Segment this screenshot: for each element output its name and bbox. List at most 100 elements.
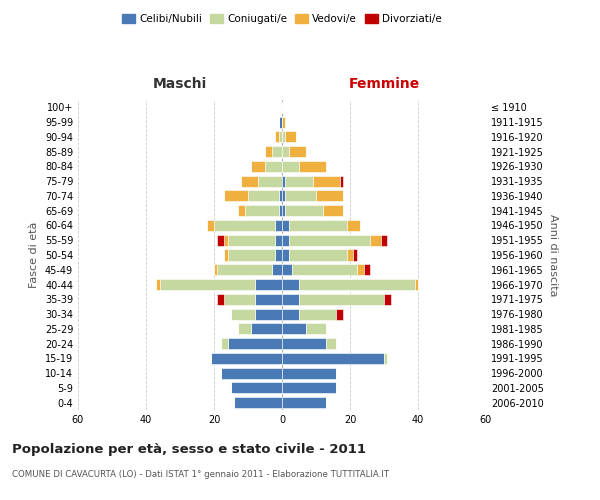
Legend: Celibi/Nubili, Coniugati/e, Vedovi/e, Divorziati/e: Celibi/Nubili, Coniugati/e, Vedovi/e, Di… (118, 10, 446, 29)
Bar (224, 294, 255, 305)
Bar (224, 234, 227, 246)
Bar (275, 234, 282, 246)
Bar (380, 234, 388, 246)
Bar (156, 279, 160, 290)
Bar (275, 220, 282, 231)
Text: COMUNE DI CAVACURTA (LO) - Dati ISTAT 1° gennaio 2011 - Elaborazione TUTTITALIA.: COMUNE DI CAVACURTA (LO) - Dati ISTAT 1°… (12, 470, 389, 479)
Bar (313, 176, 340, 186)
Bar (275, 132, 278, 142)
Bar (299, 161, 326, 172)
Bar (282, 250, 289, 260)
Bar (265, 161, 282, 172)
Bar (292, 264, 357, 276)
Bar (282, 220, 289, 231)
Bar (282, 279, 299, 290)
Bar (286, 205, 323, 216)
Bar (217, 294, 224, 305)
Bar (214, 220, 275, 231)
Bar (347, 220, 360, 231)
Bar (384, 294, 391, 305)
Bar (238, 205, 245, 216)
Bar (299, 308, 337, 320)
Bar (272, 264, 282, 276)
Bar (282, 264, 292, 276)
Bar (337, 308, 343, 320)
Bar (255, 308, 282, 320)
Bar (282, 132, 286, 142)
Bar (255, 294, 282, 305)
Bar (265, 146, 272, 157)
Bar (282, 308, 299, 320)
Bar (282, 234, 289, 246)
Bar (278, 190, 282, 202)
Bar (357, 264, 364, 276)
Bar (289, 234, 370, 246)
Bar (231, 382, 282, 394)
Bar (282, 382, 337, 394)
Bar (160, 279, 255, 290)
Bar (282, 338, 326, 349)
Bar (282, 294, 299, 305)
Bar (282, 161, 299, 172)
Bar (415, 279, 418, 290)
Bar (370, 234, 380, 246)
Bar (217, 264, 272, 276)
Bar (299, 294, 384, 305)
Bar (347, 250, 353, 260)
Bar (231, 308, 255, 320)
Bar (282, 368, 337, 378)
Bar (326, 338, 337, 349)
Bar (258, 176, 282, 186)
Bar (323, 205, 343, 216)
Bar (286, 176, 313, 186)
Bar (221, 368, 282, 378)
Bar (286, 190, 316, 202)
Bar (248, 190, 278, 202)
Bar (238, 324, 251, 334)
Bar (316, 190, 343, 202)
Bar (207, 220, 214, 231)
Bar (251, 324, 282, 334)
Y-axis label: Fasce di età: Fasce di età (29, 222, 39, 288)
Bar (278, 205, 282, 216)
Bar (251, 161, 265, 172)
Bar (241, 176, 258, 186)
Bar (235, 397, 282, 408)
Bar (306, 324, 326, 334)
Bar (217, 234, 224, 246)
Bar (221, 338, 227, 349)
Bar (289, 250, 347, 260)
Bar (299, 279, 415, 290)
Bar (227, 338, 282, 349)
Bar (289, 146, 306, 157)
Bar (282, 397, 326, 408)
Bar (224, 250, 227, 260)
Bar (282, 353, 384, 364)
Bar (278, 132, 282, 142)
Bar (227, 250, 275, 260)
Bar (278, 116, 282, 128)
Bar (275, 250, 282, 260)
Bar (282, 176, 286, 186)
Bar (282, 324, 306, 334)
Bar (214, 264, 217, 276)
Bar (340, 176, 343, 186)
Bar (272, 146, 282, 157)
Bar (245, 205, 278, 216)
Bar (353, 250, 357, 260)
Bar (282, 190, 286, 202)
Text: Femmine: Femmine (349, 77, 419, 91)
Bar (227, 234, 275, 246)
Bar (282, 146, 289, 157)
Bar (286, 132, 296, 142)
Bar (211, 353, 282, 364)
Bar (255, 279, 282, 290)
Bar (282, 116, 286, 128)
Y-axis label: Anni di nascita: Anni di nascita (548, 214, 557, 296)
Text: Popolazione per età, sesso e stato civile - 2011: Popolazione per età, sesso e stato civil… (12, 442, 366, 456)
Bar (282, 205, 286, 216)
Bar (224, 190, 248, 202)
Bar (289, 220, 347, 231)
Text: Maschi: Maschi (153, 77, 207, 91)
Bar (364, 264, 370, 276)
